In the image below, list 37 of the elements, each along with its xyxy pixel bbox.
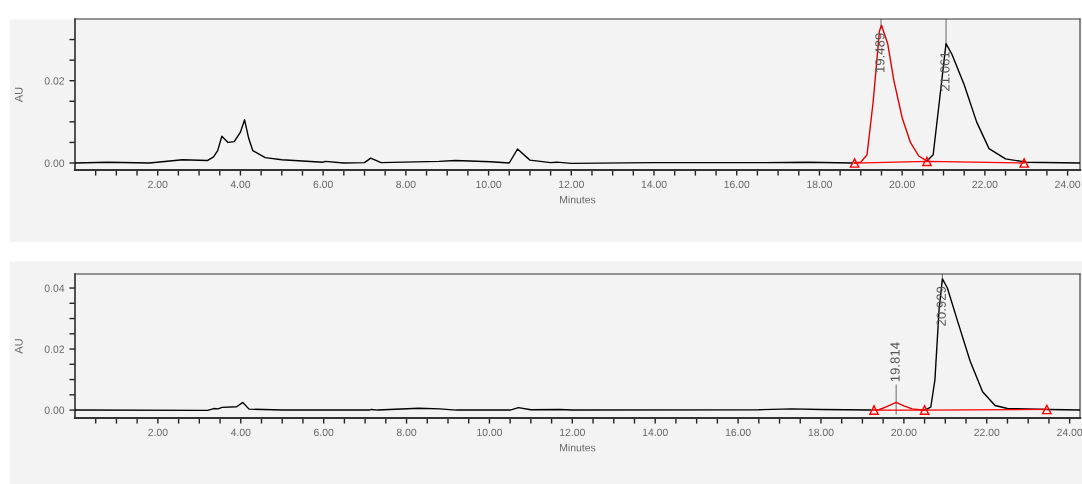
x-tick-label: 6.00: [313, 180, 333, 189]
x-tick-label: 24.00: [1055, 180, 1081, 189]
x-tick-label: 8.00: [396, 428, 417, 437]
x-tick-label: 12.00: [560, 428, 585, 437]
x-tick-label: 14.00: [641, 180, 667, 189]
x-tick-label: 20.00: [889, 180, 915, 189]
x-tick-label: 16.00: [725, 428, 751, 437]
annotation: 21.061: [940, 51, 950, 91]
y-axis-title: AU: [14, 339, 23, 354]
y-tick-label: 0.02: [44, 77, 65, 85]
x-tick-label: 6.00: [314, 428, 334, 437]
x-axis-title: Minutes: [560, 443, 596, 452]
x-tick-label: 4.00: [230, 180, 251, 189]
x-tick-label: 18.00: [808, 428, 834, 437]
y-tick-label: 0.04: [44, 284, 65, 292]
x-tick-label: 12.00: [559, 180, 584, 189]
x-tick-label: 2.00: [148, 428, 168, 437]
annotation: 19.489: [875, 33, 885, 73]
x-tick-label: 18.00: [807, 180, 833, 189]
x-tick-label: 24.00: [1057, 428, 1082, 437]
y-axis-title: AU: [14, 87, 23, 103]
annotation: 20.929: [936, 286, 946, 326]
x-tick-label: 2.00: [148, 180, 168, 189]
x-tick-label: 10.00: [476, 180, 502, 189]
x-tick-label: 16.00: [724, 180, 750, 189]
x-tick-label: 22.00: [972, 180, 998, 189]
y-tick-label: 0.02: [44, 345, 65, 353]
x-tick-label: 20.00: [891, 428, 917, 437]
x-tick-label: 8.00: [396, 180, 416, 189]
x-tick-label: 14.00: [642, 428, 668, 437]
x-tick-label: 10.00: [477, 428, 503, 437]
x-tick-label: 4.00: [230, 428, 251, 437]
x-tick-label: 22.00: [974, 428, 1000, 437]
y-tick-label: 0.00: [44, 159, 65, 167]
x-axis-title: Minutes: [560, 195, 596, 204]
annotation: 19.814: [890, 342, 900, 382]
y-tick-label: 0.00: [44, 406, 65, 414]
